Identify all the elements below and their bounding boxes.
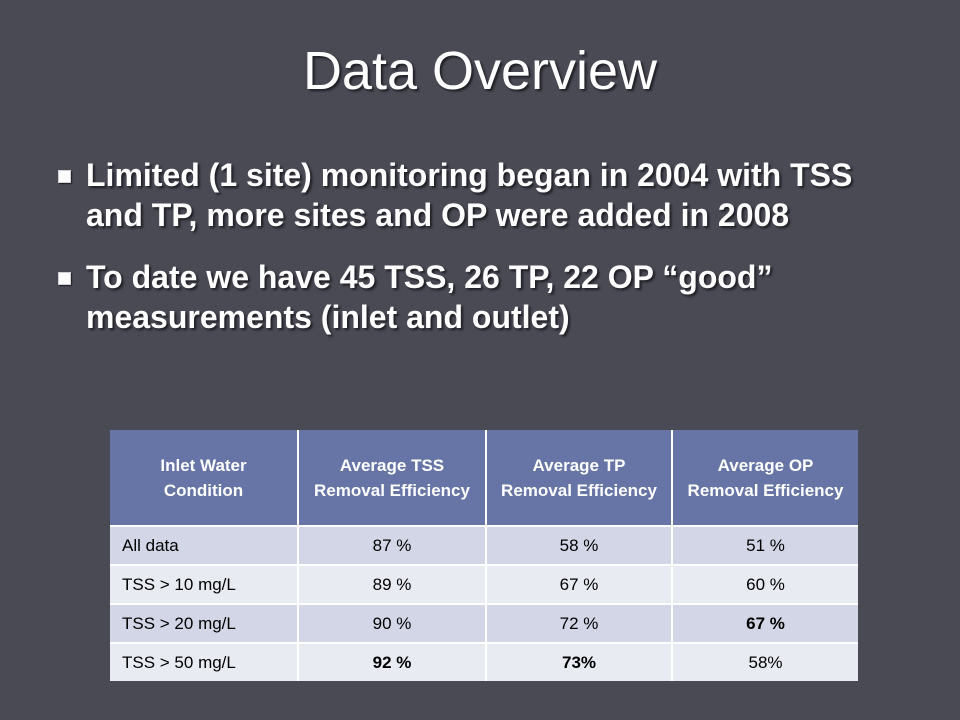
- removal-efficiency-table: Inlet Water Condition Average TSS Remova…: [110, 430, 858, 681]
- slide-title: Data Overview: [302, 41, 658, 101]
- square-bullet-icon: [58, 272, 71, 285]
- table-cell: 92 %: [298, 642, 487, 681]
- table-cell: 58 %: [486, 525, 673, 565]
- bullet-text: To date we have 45 TSS, 26 TP, 22 OP “go…: [86, 259, 773, 335]
- table-cell: All data: [110, 525, 299, 565]
- bullet-text: Limited (1 site) monitoring began in 200…: [86, 157, 853, 233]
- bullet-item: To date we have 45 TSS, 26 TP, 22 OP “go…: [58, 257, 918, 337]
- table-cell: 67 %: [486, 564, 673, 604]
- column-header: Inlet Water Condition: [110, 430, 299, 526]
- column-header: Average TSS Removal Efficiency: [298, 430, 487, 526]
- column-header: Average TP Removal Efficiency: [486, 430, 673, 526]
- table-cell: 58%: [672, 642, 858, 681]
- table-cell: 72 %: [486, 603, 673, 643]
- table-row: TSS > 10 mg/L 89 % 67 % 60 %: [110, 564, 858, 604]
- square-bullet-icon: [58, 170, 71, 183]
- bullet-item: Limited (1 site) monitoring began in 200…: [58, 155, 918, 235]
- table-cell: 60 %: [672, 564, 858, 604]
- table-row: All data 87 % 58 % 51 %: [110, 525, 858, 565]
- table-cell: 90 %: [298, 603, 487, 643]
- table-cell: TSS > 50 mg/L: [110, 642, 299, 681]
- table-cell: 73%: [486, 642, 673, 681]
- column-header: Average OP Removal Efficiency: [672, 430, 858, 526]
- table-cell: TSS > 10 mg/L: [110, 564, 299, 604]
- table-cell: 67 %: [672, 603, 858, 643]
- table-cell: TSS > 20 mg/L: [110, 603, 299, 643]
- table-cell: 87 %: [298, 525, 487, 565]
- table-row: TSS > 50 mg/L 92 % 73% 58%: [110, 642, 858, 681]
- bullet-list: Limited (1 site) monitoring began in 200…: [58, 155, 918, 359]
- table-cell: 51 %: [672, 525, 858, 565]
- table-cell: 89 %: [298, 564, 487, 604]
- table-header-row: Inlet Water Condition Average TSS Remova…: [110, 430, 858, 526]
- table-row: TSS > 20 mg/L 90 % 72 % 67 %: [110, 603, 858, 643]
